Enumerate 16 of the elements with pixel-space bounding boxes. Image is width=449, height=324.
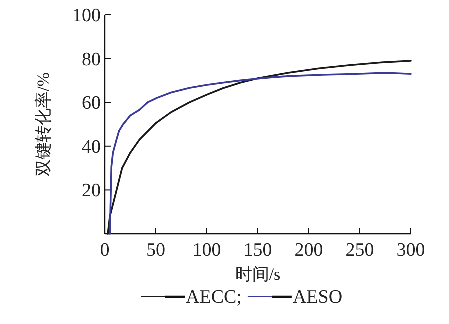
y-tick-label: 20 [82,180,101,202]
y-tick-label: 80 [82,49,101,70]
y-tick-label: 100 [72,6,101,26]
x-tick-label: 200 [294,240,324,261]
x-tick-label: 300 [396,240,426,261]
x-axis-title: 时间/s [235,265,281,284]
legend-label: AESO [292,287,343,308]
x-tick-label: 100 [192,240,222,261]
legend-label: AECC; [186,287,242,308]
x-tick-label: 50 [146,240,166,261]
y-axis-title: 双键转化率/% [34,72,53,176]
y-tick-label: 40 [82,136,101,158]
y-tick-label: 60 [82,93,101,114]
x-tick-label: 0 [100,240,110,261]
x-tick-label: 150 [244,240,272,261]
x-tick-label: 250 [346,240,374,261]
